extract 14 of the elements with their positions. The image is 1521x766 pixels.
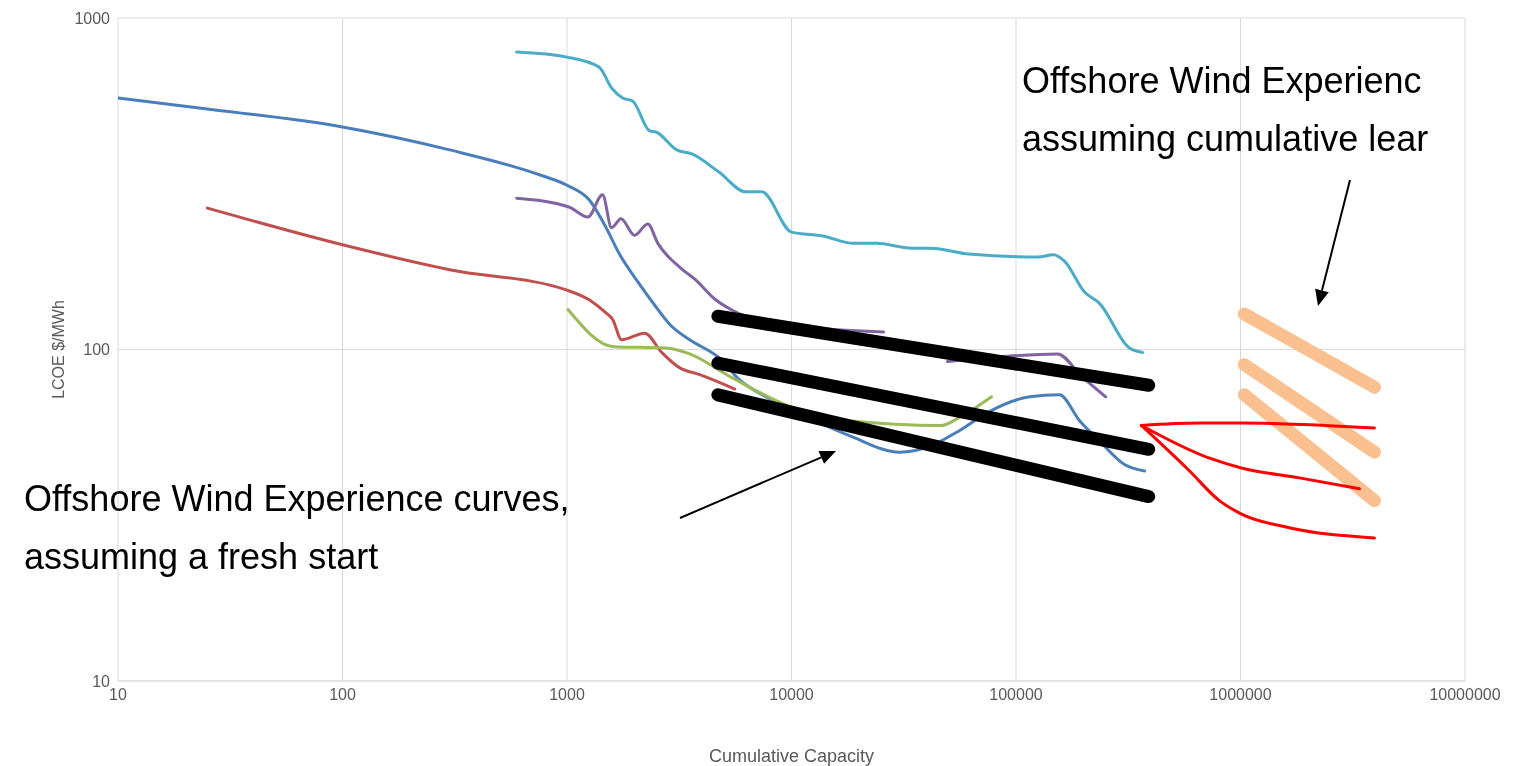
annotation: Offshore Wind Experience curves, assuming a fresh start	[24, 477, 570, 579]
y-axis-title: LCOE $/MWh	[49, 300, 67, 399]
x-tick-label: 100000	[989, 686, 1043, 704]
x-tick-label: 1000	[549, 686, 585, 704]
x-tick-label: 1000000	[1209, 686, 1272, 704]
x-tick-label: 10	[109, 686, 127, 704]
annotation: Offshore Wind Experienc assuming cumulative lear	[1022, 59, 1429, 161]
x-tick-label: 100	[329, 686, 356, 704]
y-tick-label: 10	[92, 672, 111, 690]
x-tick-label: 10000	[769, 686, 814, 704]
y-tick-label: 1000	[74, 9, 111, 27]
x-tick-label: 10000000	[1429, 686, 1501, 704]
y-tick-label: 100	[83, 341, 111, 359]
x-axis-title: Cumulative Capacity	[708, 746, 875, 766]
